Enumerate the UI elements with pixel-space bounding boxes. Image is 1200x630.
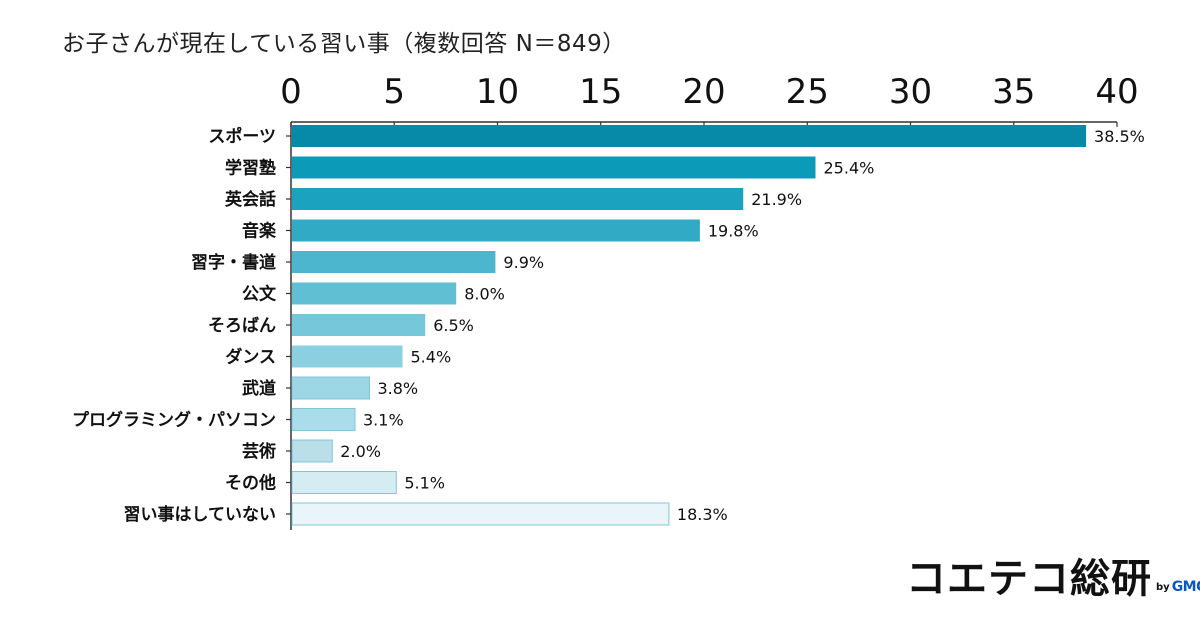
category-label: 英会話 bbox=[225, 189, 276, 210]
value-label: 3.1% bbox=[363, 411, 404, 430]
axis-layer: 0 5 10 15 20 25 30 35 40 bbox=[280, 72, 1139, 530]
bar bbox=[292, 282, 457, 305]
x-tick-label: 0 bbox=[280, 72, 302, 112]
value-label: 8.0% bbox=[464, 285, 505, 304]
brand-by: by bbox=[1156, 582, 1170, 593]
value-label: 9.9% bbox=[503, 253, 544, 272]
bar bbox=[292, 125, 1087, 147]
category-label: 音楽 bbox=[242, 221, 277, 242]
x-tick-label: 15 bbox=[579, 72, 622, 112]
value-label: 5.1% bbox=[404, 474, 445, 493]
value-label: 2.0% bbox=[340, 442, 381, 461]
x-tick-label: 5 bbox=[383, 72, 405, 112]
value-label: 5.4% bbox=[411, 348, 452, 367]
category-label: 公文 bbox=[242, 284, 277, 305]
x-tick-label: 30 bbox=[889, 72, 932, 112]
x-tick-label: 25 bbox=[786, 72, 829, 112]
chart-title: お子さんが現在している習い事（複数回答 N＝849） bbox=[62, 31, 626, 57]
bar bbox=[292, 251, 496, 273]
x-tick-label: 40 bbox=[1095, 72, 1138, 112]
value-label: 3.8% bbox=[377, 379, 418, 398]
brand-name: コエテコ総研 bbox=[906, 556, 1152, 602]
bar bbox=[292, 345, 403, 368]
category-label: ダンス bbox=[225, 347, 276, 368]
value-label: 21.9% bbox=[751, 190, 802, 209]
bars-layer: スポーツ 38.5% 学習塾 25.4% 英会話 21.9% 音楽 19.8% 習字・書道 9.9… bbox=[72, 125, 1145, 526]
value-label: 18.3% bbox=[677, 505, 728, 524]
category-label: 習字・書道 bbox=[191, 252, 276, 273]
bar bbox=[292, 156, 816, 179]
bar bbox=[291, 439, 333, 463]
category-label: 芸術 bbox=[242, 441, 276, 462]
brand-logo: コエテコ総研 by GMO bbox=[906, 552, 1200, 602]
bar bbox=[291, 471, 397, 494]
category-label: 学習塾 bbox=[225, 158, 276, 179]
bar bbox=[291, 408, 356, 431]
category-label: 武道 bbox=[242, 378, 276, 399]
value-label: 6.5% bbox=[433, 316, 474, 335]
value-label: 38.5% bbox=[1094, 127, 1145, 146]
value-label: 19.8% bbox=[708, 222, 759, 241]
x-tick-label: 35 bbox=[992, 72, 1035, 112]
brand-company: GMO bbox=[1171, 579, 1200, 595]
x-tick-label: 10 bbox=[476, 72, 519, 112]
bar bbox=[291, 376, 370, 400]
category-label: スポーツ bbox=[208, 126, 276, 147]
category-label: 習い事はしていない bbox=[124, 505, 277, 525]
category-label: そろばん bbox=[208, 316, 276, 336]
x-tick-label: 20 bbox=[682, 72, 725, 112]
category-label: その他 bbox=[225, 473, 276, 494]
bar bbox=[292, 188, 744, 210]
value-label: 25.4% bbox=[824, 159, 875, 178]
bar bbox=[291, 502, 670, 526]
bar bbox=[292, 314, 426, 336]
bar bbox=[292, 219, 700, 242]
category-label: プログラミング・パソコン bbox=[72, 410, 276, 431]
